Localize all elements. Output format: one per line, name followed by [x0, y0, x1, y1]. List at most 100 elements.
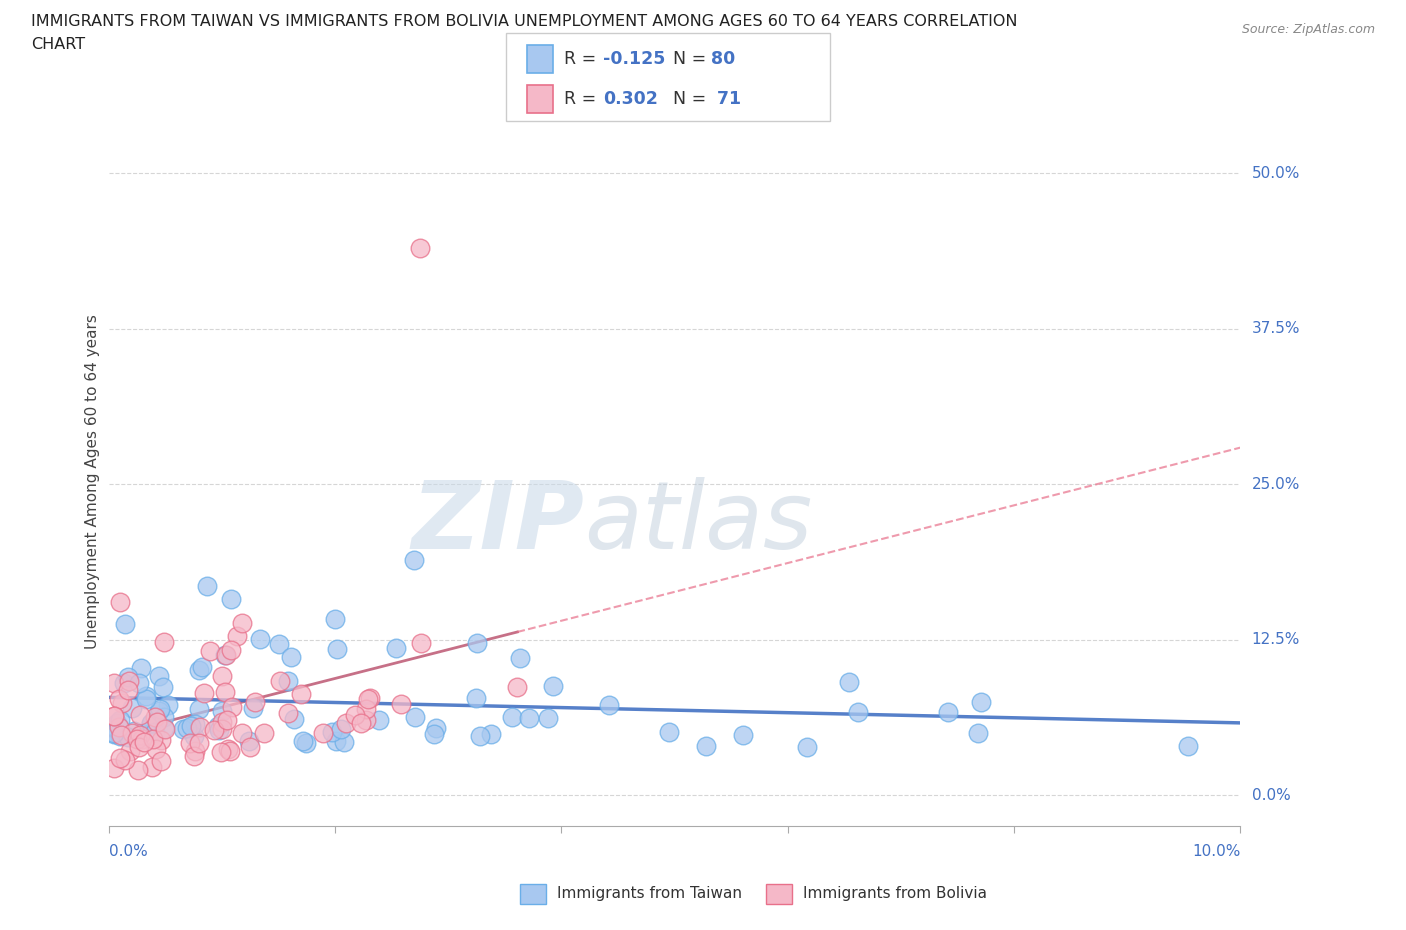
Text: R =: R =	[564, 90, 602, 108]
Point	[509, 651, 531, 666]
Text: N =: N =	[662, 90, 711, 108]
Text: -0.125: -0.125	[603, 50, 665, 68]
Point	[225, 629, 247, 644]
Point	[215, 647, 238, 662]
Point	[277, 705, 299, 720]
Text: IMMIGRANTS FROM TAIWAN VS IMMIGRANTS FROM BOLIVIA UNEMPLOYMENT AMONG AGES 60 TO : IMMIGRANTS FROM TAIWAN VS IMMIGRANTS FRO…	[31, 14, 1018, 29]
Point	[103, 726, 125, 741]
Point	[658, 725, 681, 740]
Text: CHART: CHART	[31, 37, 84, 52]
Point	[967, 725, 990, 740]
Point	[326, 642, 349, 657]
Point	[143, 725, 166, 740]
Point	[543, 678, 565, 693]
Point	[103, 761, 125, 776]
Point	[152, 680, 174, 695]
Point	[506, 679, 529, 694]
Point	[359, 690, 381, 705]
Point	[354, 701, 377, 716]
Point	[184, 744, 207, 759]
Point	[117, 670, 139, 684]
Point	[356, 691, 378, 706]
Y-axis label: Unemployment Among Ages 60 to 64 years: Unemployment Among Ages 60 to 64 years	[86, 313, 100, 648]
Point	[422, 726, 444, 741]
Point	[110, 728, 132, 743]
Point	[269, 673, 291, 688]
Point	[110, 727, 132, 742]
Point	[146, 715, 169, 730]
Point	[183, 728, 205, 743]
Point	[148, 703, 170, 718]
Point	[117, 674, 139, 689]
Point	[695, 738, 717, 753]
Point	[141, 760, 163, 775]
Point	[211, 745, 233, 760]
Point	[242, 701, 264, 716]
Point	[537, 711, 560, 725]
Text: 0.302: 0.302	[603, 90, 658, 108]
Text: 37.5%: 37.5%	[1251, 321, 1301, 337]
Point	[112, 675, 135, 690]
Point	[321, 724, 343, 739]
Point	[368, 713, 391, 728]
Point	[179, 736, 201, 751]
Point	[217, 742, 239, 757]
Point	[425, 721, 447, 736]
Text: 0.0%: 0.0%	[108, 844, 148, 858]
Point	[404, 710, 426, 724]
Point	[183, 749, 205, 764]
Point	[219, 643, 242, 658]
Point	[846, 704, 869, 719]
Point	[238, 740, 260, 755]
Point	[211, 703, 233, 718]
Point	[195, 578, 218, 593]
Point	[468, 728, 491, 743]
Point	[517, 711, 540, 725]
Point	[153, 634, 176, 649]
Point	[188, 663, 211, 678]
Point	[193, 685, 215, 700]
Point	[936, 705, 959, 720]
Point	[127, 763, 149, 777]
Point	[243, 695, 266, 710]
Point	[219, 744, 242, 759]
Point	[325, 734, 347, 749]
Text: Immigrants from Taiwan: Immigrants from Taiwan	[557, 886, 742, 901]
Point	[188, 720, 211, 735]
Point	[128, 739, 150, 754]
Point	[103, 709, 125, 724]
Point	[108, 595, 131, 610]
Text: 80: 80	[711, 50, 735, 68]
Point	[221, 699, 243, 714]
Point	[211, 669, 233, 684]
Text: 50.0%: 50.0%	[1251, 166, 1301, 180]
Point	[344, 708, 367, 723]
Point	[139, 716, 162, 731]
Point	[187, 736, 209, 751]
Point	[796, 740, 818, 755]
Point	[128, 676, 150, 691]
Point	[132, 735, 155, 750]
Point	[131, 732, 153, 747]
Point	[292, 734, 315, 749]
Point	[384, 641, 406, 656]
Point	[409, 241, 432, 256]
Point	[129, 660, 152, 675]
Point	[149, 753, 172, 768]
Point	[335, 715, 357, 730]
Point	[180, 719, 202, 734]
Point	[280, 649, 302, 664]
Point	[153, 710, 176, 724]
Point	[333, 735, 356, 750]
Text: atlas: atlas	[583, 477, 813, 568]
Point	[107, 692, 129, 707]
Point	[389, 697, 412, 711]
Point	[103, 725, 125, 740]
Point	[111, 696, 134, 711]
Text: 71: 71	[711, 90, 741, 108]
Text: R =: R =	[564, 50, 602, 68]
Point	[121, 725, 143, 740]
Point	[145, 741, 167, 756]
Point	[283, 711, 305, 726]
Point	[207, 718, 229, 733]
